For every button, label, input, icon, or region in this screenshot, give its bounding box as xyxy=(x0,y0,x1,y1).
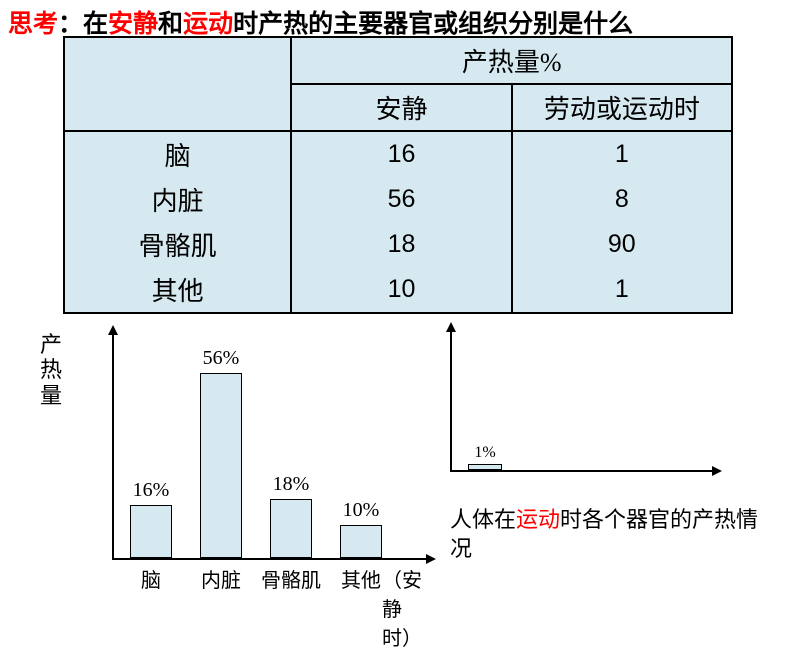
bar xyxy=(130,505,172,558)
bar xyxy=(468,464,502,470)
table-row-organ: 内脏 xyxy=(64,177,291,222)
bar-value-label: 18% xyxy=(262,473,320,496)
caption-part-red: 运动 xyxy=(516,507,560,532)
title-part-1: 思考 xyxy=(8,11,58,38)
chart-quiet: 产热量16%脑56%内脏18%骨骼肌10%其他（安静时） xyxy=(30,318,430,586)
table-row-organ: 其他 xyxy=(64,267,291,313)
bar-value-label: 1% xyxy=(460,444,510,462)
heat-production-table: 产热量% 安静 劳动或运动时 脑 16 1 内脏 56 8 骨骼肌 18 90 … xyxy=(63,36,733,314)
page-title: 思考：在安静和运动时产热的主要器官或组织分别是什么 xyxy=(8,4,633,40)
bar-category-label: 内脏 xyxy=(186,564,256,593)
title-part-5: 运动 xyxy=(183,11,233,38)
title-part-6: 时产热的主要器官或组织分别是什么 xyxy=(233,11,633,38)
y-axis-label: 产热量 xyxy=(40,332,62,408)
y-axis xyxy=(450,330,452,470)
table-row-organ: 脑 xyxy=(64,131,291,177)
x-axis xyxy=(450,470,714,472)
title-part-4: 和 xyxy=(158,11,183,38)
chart-exercise-caption: 人体在运动时各个器官的产热情况 xyxy=(450,506,770,563)
table-row-organ: 骨骼肌 xyxy=(64,222,291,267)
y-axis-arrow-icon xyxy=(446,322,456,332)
x-axis xyxy=(112,558,428,560)
x-axis-note: （安静时） xyxy=(382,564,430,651)
x-axis-arrow-icon xyxy=(712,466,722,476)
bar-value-label: 10% xyxy=(332,499,390,522)
table-row-exercise: 1 xyxy=(512,131,732,177)
table-header-merged: 产热量% xyxy=(291,37,732,84)
caption-part-1: 人体在 xyxy=(450,507,516,532)
table-row-exercise: 8 xyxy=(512,177,732,222)
title-part-2: ：在 xyxy=(58,11,108,38)
table-corner-cell xyxy=(64,37,291,131)
bar xyxy=(200,373,242,558)
bar xyxy=(340,525,382,558)
table-row-quiet: 10 xyxy=(291,267,511,313)
y-axis xyxy=(112,333,114,558)
table-row-quiet: 56 xyxy=(291,177,511,222)
table-row-quiet: 18 xyxy=(291,222,511,267)
chart-exercise: 1% xyxy=(430,320,760,520)
y-axis-arrow-icon xyxy=(108,325,118,335)
table-row-quiet: 16 xyxy=(291,131,511,177)
table-header-quiet: 安静 xyxy=(291,84,511,131)
table-header-exercise: 劳动或运动时 xyxy=(512,84,732,131)
bar-category-label: 骨骼肌 xyxy=(256,564,326,593)
bar-category-label: 脑 xyxy=(116,564,186,593)
bar-value-label: 56% xyxy=(192,347,250,370)
bar xyxy=(270,499,312,558)
table-row-exercise: 1 xyxy=(512,267,732,313)
title-part-3: 安静 xyxy=(108,11,158,38)
table-row-exercise: 90 xyxy=(512,222,732,267)
x-axis-arrow-icon xyxy=(426,554,436,564)
bar-value-label: 16% xyxy=(122,479,180,502)
